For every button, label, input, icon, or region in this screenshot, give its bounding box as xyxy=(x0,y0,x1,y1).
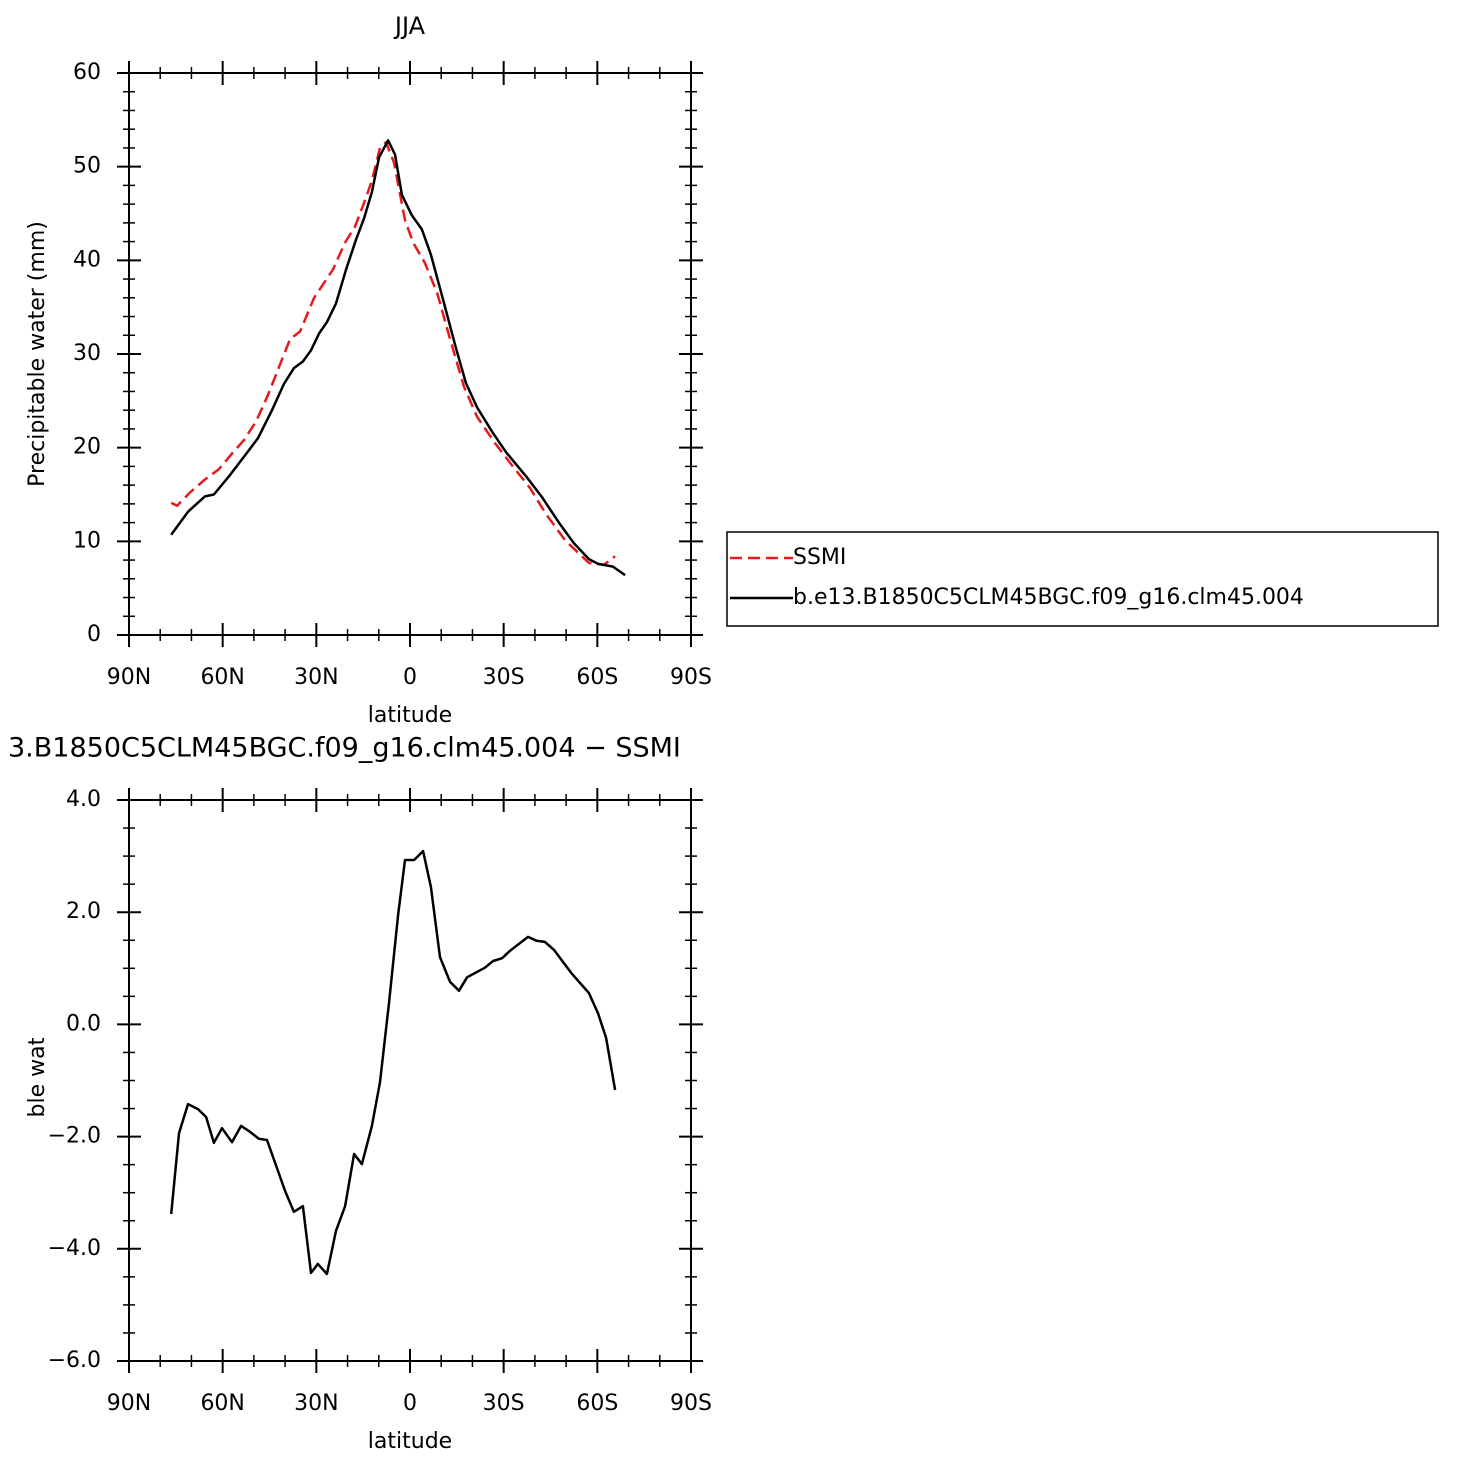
chart-title: 3.B1850C5CLM45BGC.f09_g16.clm45.004 − SS… xyxy=(8,733,681,764)
legend-label: SSMI xyxy=(793,545,846,570)
y-tick-label: −2.0 xyxy=(48,1124,101,1149)
y-tick-label: −6.0 xyxy=(48,1348,101,1373)
y-axis-label: Precipitable water (mm) xyxy=(25,221,50,487)
x-tick-label: 30N xyxy=(294,1391,338,1416)
y-tick-label: −4.0 xyxy=(48,1236,101,1261)
y-tick-label: 2.0 xyxy=(66,899,101,924)
y-tick-label: 4.0 xyxy=(66,787,101,812)
data-line xyxy=(170,139,626,577)
x-tick-label: 0 xyxy=(403,1391,417,1416)
y-tick-label: 0 xyxy=(87,622,101,647)
x-axis-label: latitude xyxy=(368,703,452,728)
x-tick-label: 60N xyxy=(200,1391,244,1416)
plot-frame xyxy=(128,799,692,1362)
x-tick-label: 90N xyxy=(107,665,151,690)
y-tick-label: 20 xyxy=(73,435,101,460)
x-tick-label: 90S xyxy=(670,665,712,690)
y-tick-label: 60 xyxy=(73,60,101,85)
x-axis-label: latitude xyxy=(368,1429,452,1454)
x-tick-label: 60S xyxy=(576,1391,618,1416)
x-tick-label: 90N xyxy=(107,1391,151,1416)
x-tick-label: 0 xyxy=(403,665,417,690)
y-tick-label: 40 xyxy=(73,247,101,272)
plot-frame xyxy=(128,72,692,636)
y-tick-label: 50 xyxy=(73,154,101,179)
x-tick-label: 60S xyxy=(576,665,618,690)
y-tick-label: 10 xyxy=(73,528,101,553)
y-tick-label: 30 xyxy=(73,341,101,366)
x-tick-label: 60N xyxy=(200,665,244,690)
data-line xyxy=(170,141,616,567)
legend-box xyxy=(726,531,1439,627)
x-tick-label: 90S xyxy=(670,1391,712,1416)
legend-label: b.e13.B1850C5CLM45BGC.f09_g16.clm45.004 xyxy=(793,585,1304,610)
chart-title: JJA xyxy=(393,12,426,40)
y-axis-label: Precipitable water (mm) xyxy=(25,947,50,1213)
data-line xyxy=(169,849,617,1276)
x-tick-label: 30S xyxy=(483,1391,525,1416)
x-tick-label: 30S xyxy=(483,665,525,690)
y-tick-label: 0.0 xyxy=(66,1011,101,1036)
x-tick-label: 30N xyxy=(294,665,338,690)
